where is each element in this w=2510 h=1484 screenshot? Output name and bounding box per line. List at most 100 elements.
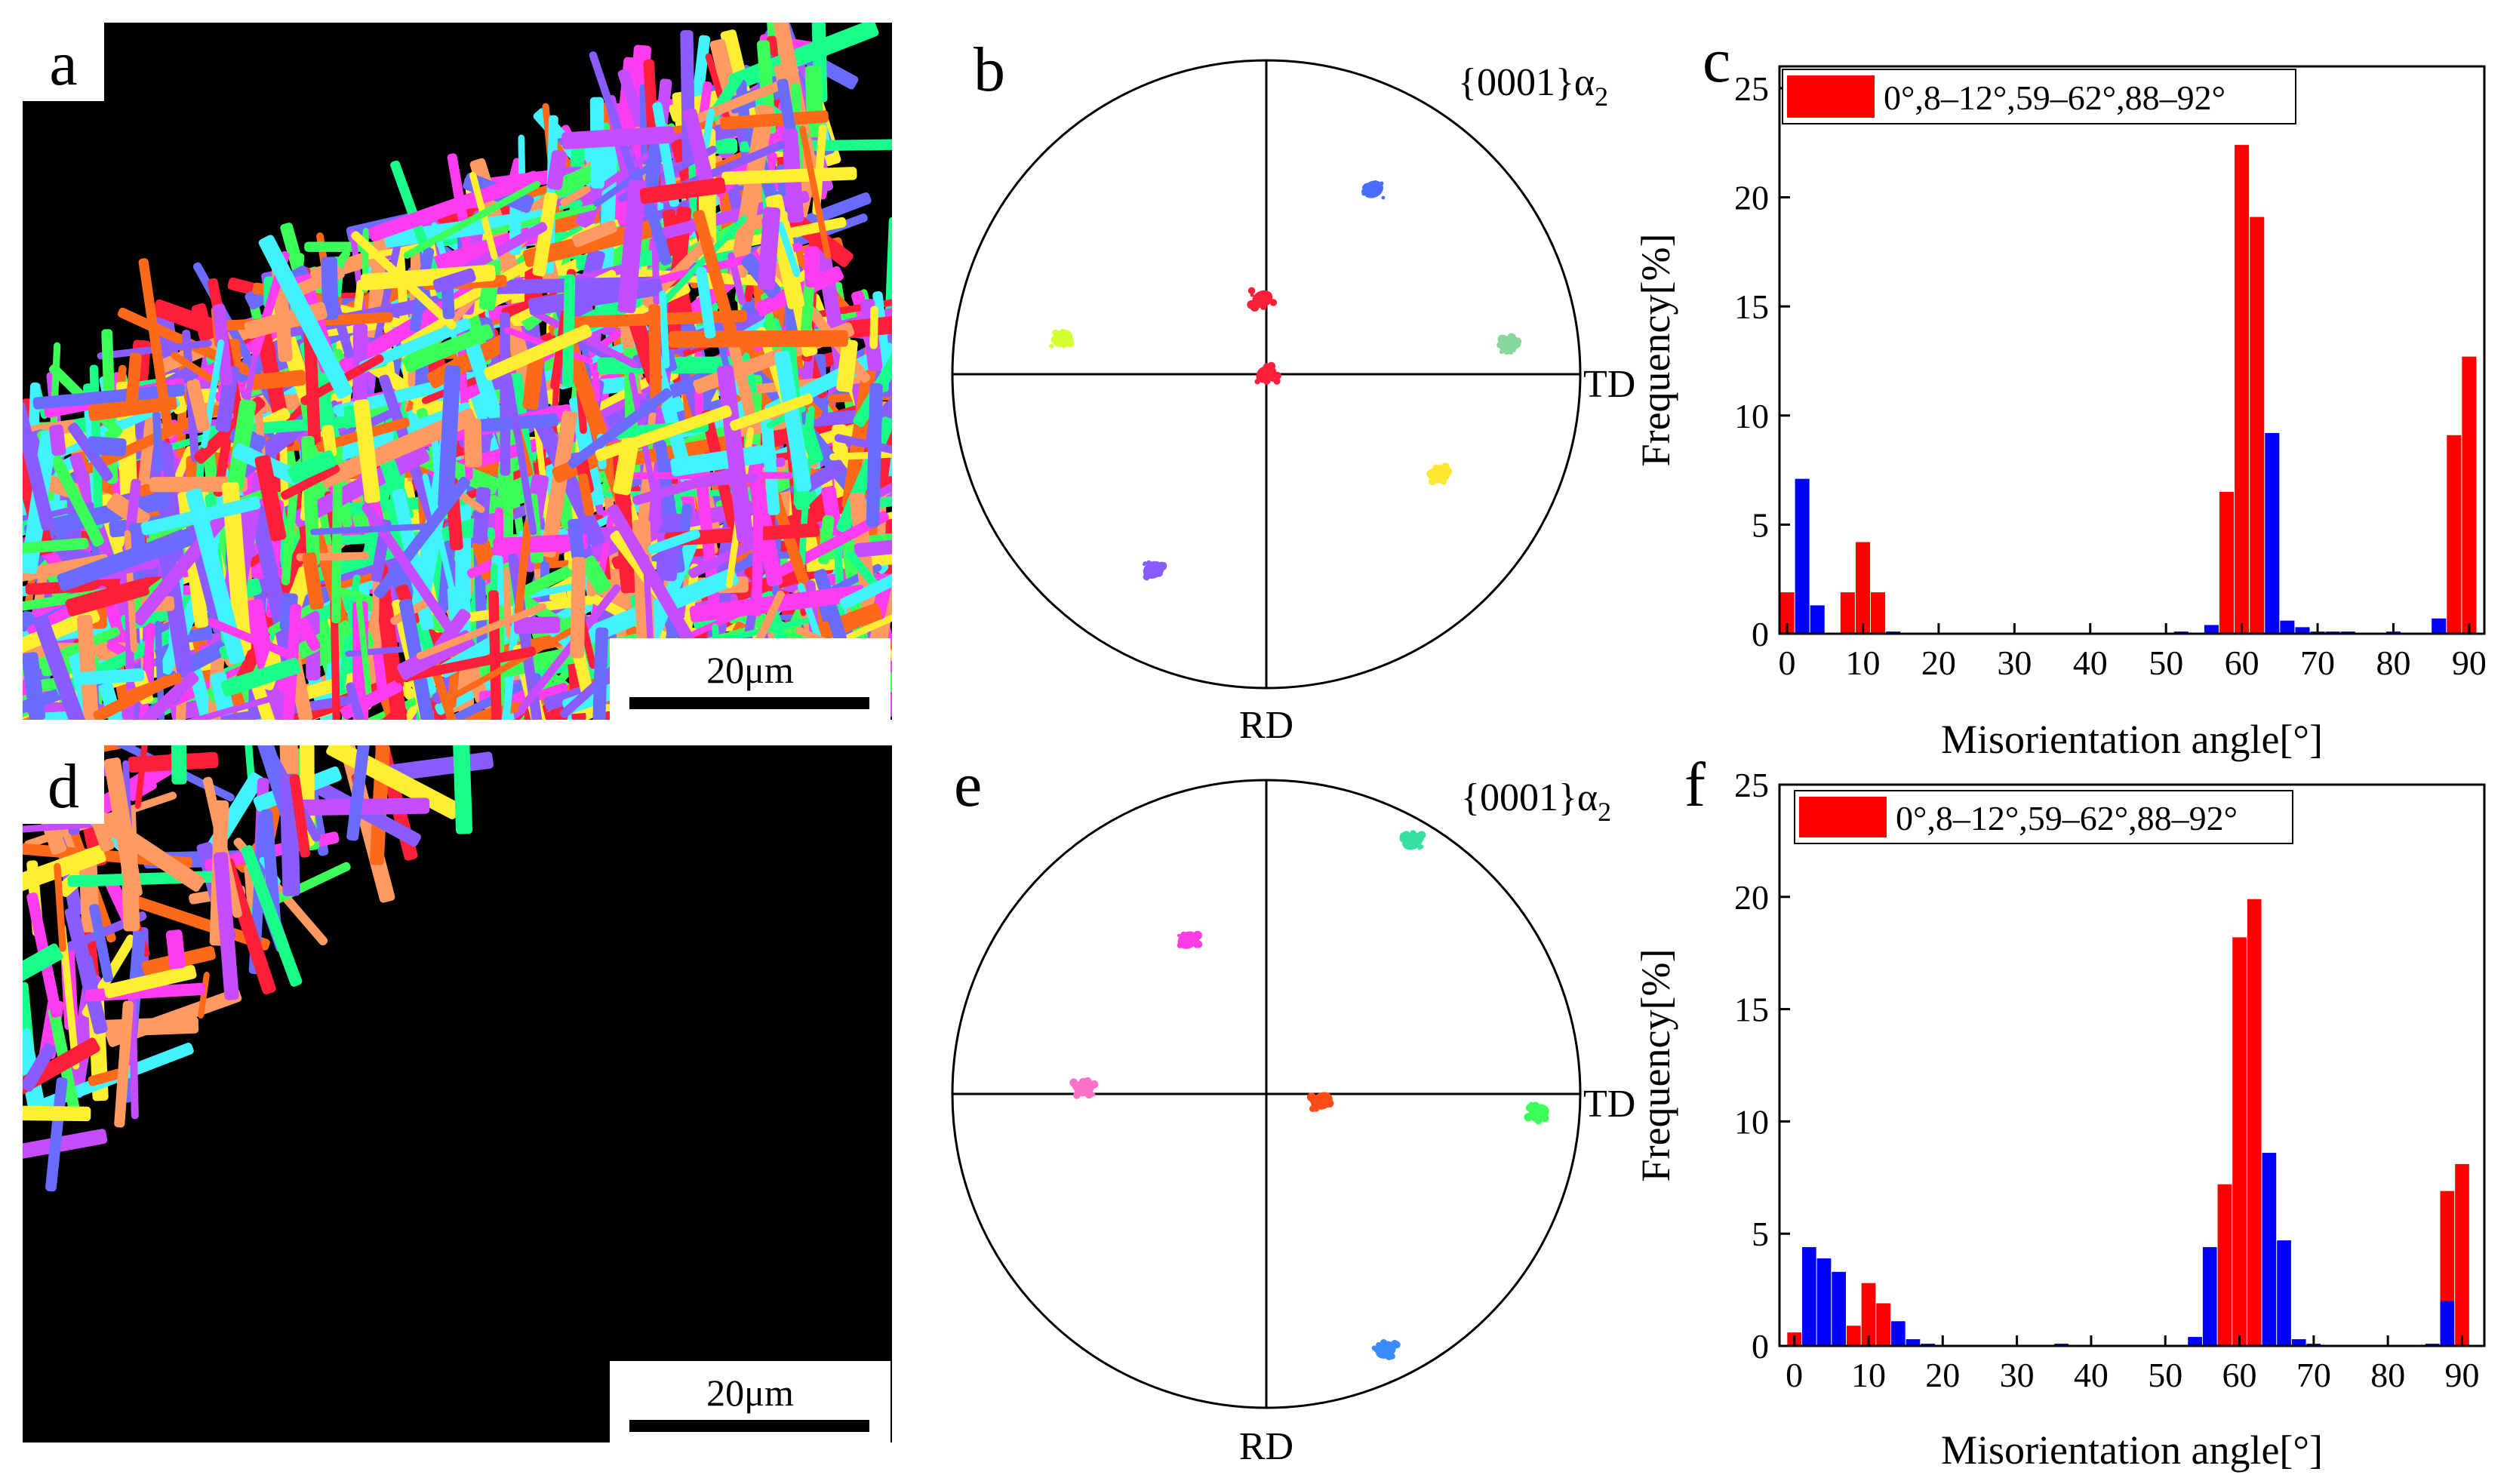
pole-spot	[1524, 1101, 1549, 1125]
histogram-bar	[2250, 217, 2265, 634]
pole-spot	[1049, 328, 1075, 349]
panel-b: b {0001}α2 TD RD	[951, 35, 1635, 747]
pole-figure-title: {0001}α2	[1458, 61, 1608, 112]
axis-label-td: TD	[1583, 363, 1635, 406]
pole-spot	[1247, 287, 1278, 312]
histogram-bar	[2204, 625, 2219, 634]
scalebar-label: 20μm	[706, 649, 794, 691]
pole-spot	[1371, 1338, 1401, 1361]
histogram-bar	[1816, 1258, 1832, 1346]
legend-label: 0°,8–12°,59–62°,88–92°	[1896, 799, 2238, 837]
panel-f: f 0 10 20 30 40 50 60 70 80 90 0 5 10 15 20 25 Misorient…	[1633, 750, 2486, 1473]
histogram-bar	[2188, 1337, 2202, 1346]
x-tick-label: 30	[1997, 644, 2032, 682]
x-tick-label: 20	[1921, 644, 1956, 682]
pole-spot	[1306, 1092, 1334, 1112]
plot-frame	[1778, 783, 2486, 1347]
histogram-bar	[2262, 1153, 2277, 1346]
x-tick-label: 10	[1851, 1356, 1886, 1394]
histogram-bar	[2219, 492, 2235, 634]
panel-label: a	[49, 29, 77, 99]
panel-label: d	[48, 751, 79, 822]
axis-label-td: TD	[1583, 1083, 1635, 1126]
histogram-bar	[1861, 1283, 1876, 1346]
scalebar	[629, 697, 869, 709]
histogram-bar	[2432, 618, 2447, 634]
panel-label-box	[23, 745, 104, 824]
axis-label-rd: RD	[1239, 704, 1293, 747]
y-axis-label: Frequency[%]	[1633, 234, 1678, 467]
y-tick-label: 10	[1734, 397, 1769, 435]
y-tick-label: 15	[1734, 287, 1769, 326]
histogram-bar	[2462, 356, 2477, 634]
histogram-bar	[1846, 1326, 1861, 1346]
histogram-bar	[2280, 620, 2295, 634]
panel-label: f	[1684, 750, 1706, 820]
x-tick-label: 90	[2452, 644, 2487, 682]
panel-e: e {0001}α2 TD RD	[951, 750, 1635, 1468]
x-tick-label: 30	[2000, 1356, 2035, 1394]
histogram-bar	[2232, 937, 2247, 1346]
histogram-bar	[2277, 1240, 2291, 1346]
histogram-bar	[1795, 478, 1810, 634]
x-tick-label: 50	[2149, 644, 2183, 682]
histogram-bar	[2455, 1163, 2469, 1346]
histogram-bar	[2265, 432, 2280, 634]
histogram-bar	[1890, 1321, 1906, 1346]
histogram-bar	[2447, 435, 2462, 634]
y-tick-label: 0	[1752, 1327, 1769, 1366]
x-tick-label: 60	[2222, 1356, 2257, 1394]
panel-c: c 0 10 20 30 40 50 60 70 80 90 0 5 10 15 20 25 Misorient…	[1633, 26, 2487, 762]
pole-spot	[1177, 930, 1203, 949]
y-axis-label: Frequency[%]	[1633, 949, 1678, 1182]
x-tick-label: 60	[2225, 644, 2259, 682]
panel-a: a 20μm	[23, 23, 892, 720]
y-tick-label: 10	[1734, 1102, 1769, 1141]
panel-label-box	[23, 23, 104, 101]
panel-label: c	[1703, 26, 1730, 96]
histogram-bar	[2295, 627, 2310, 634]
x-tick-label: 20	[1925, 1356, 1960, 1394]
scalebar-label: 20μm	[706, 1372, 794, 1414]
histogram-bar	[1855, 542, 1871, 634]
pole-spot	[1069, 1077, 1099, 1099]
y-tick-label: 5	[1752, 1215, 1769, 1253]
panel-label: b	[974, 35, 1005, 105]
y-tick-label: 25	[1734, 766, 1769, 804]
pole-figure-spots	[1049, 180, 1522, 581]
x-tick-label: 50	[2148, 1356, 2182, 1394]
pole-spot	[1399, 830, 1426, 850]
x-tick-label: 0	[1786, 1356, 1803, 1394]
histogram-bar	[1810, 605, 1825, 634]
x-tick-label: 0	[1779, 644, 1796, 682]
y-tick-label: 0	[1752, 615, 1769, 653]
pole-spot	[1361, 180, 1386, 200]
x-tick-label: 80	[2370, 1356, 2405, 1394]
histogram-bar	[1906, 1339, 1921, 1346]
pole-spot	[1142, 560, 1167, 581]
legend-swatch	[1787, 75, 1875, 118]
x-axis-label: Misorientation angle[°]	[1941, 1427, 2323, 1473]
axis-label-rd: RD	[1239, 1425, 1293, 1468]
histogram-bar	[1876, 1303, 1890, 1346]
chart-f: 0 10 20 30 40 50 60 70 80 90 0 5 10 15 20 25 Misorientat…	[1633, 766, 2486, 1473]
chart-c: 0 10 20 30 40 50 60 70 80 90 0 5 10 15 20 25 Misorientat…	[1633, 65, 2487, 762]
histogram-bar	[2247, 899, 2262, 1346]
x-tick-label: 40	[2074, 1356, 2109, 1394]
y-tick-label: 25	[1734, 69, 1769, 108]
histogram-bar	[1801, 1247, 1816, 1346]
histogram-bar	[2440, 1301, 2455, 1346]
histogram-bar	[2235, 145, 2250, 634]
histogram-bar	[1840, 592, 1855, 634]
legend-swatch	[1799, 797, 1887, 837]
x-tick-label: 70	[2300, 644, 2335, 682]
pole-spot	[1496, 333, 1522, 355]
histogram-bar	[1779, 592, 1795, 634]
plot-frame	[1778, 65, 2486, 635]
pole-spot	[1426, 462, 1453, 486]
histogram-bar	[1832, 1271, 1846, 1346]
histogram-bar	[1871, 592, 1886, 634]
x-tick-label: 70	[2296, 1356, 2331, 1394]
scalebar	[629, 1420, 869, 1432]
